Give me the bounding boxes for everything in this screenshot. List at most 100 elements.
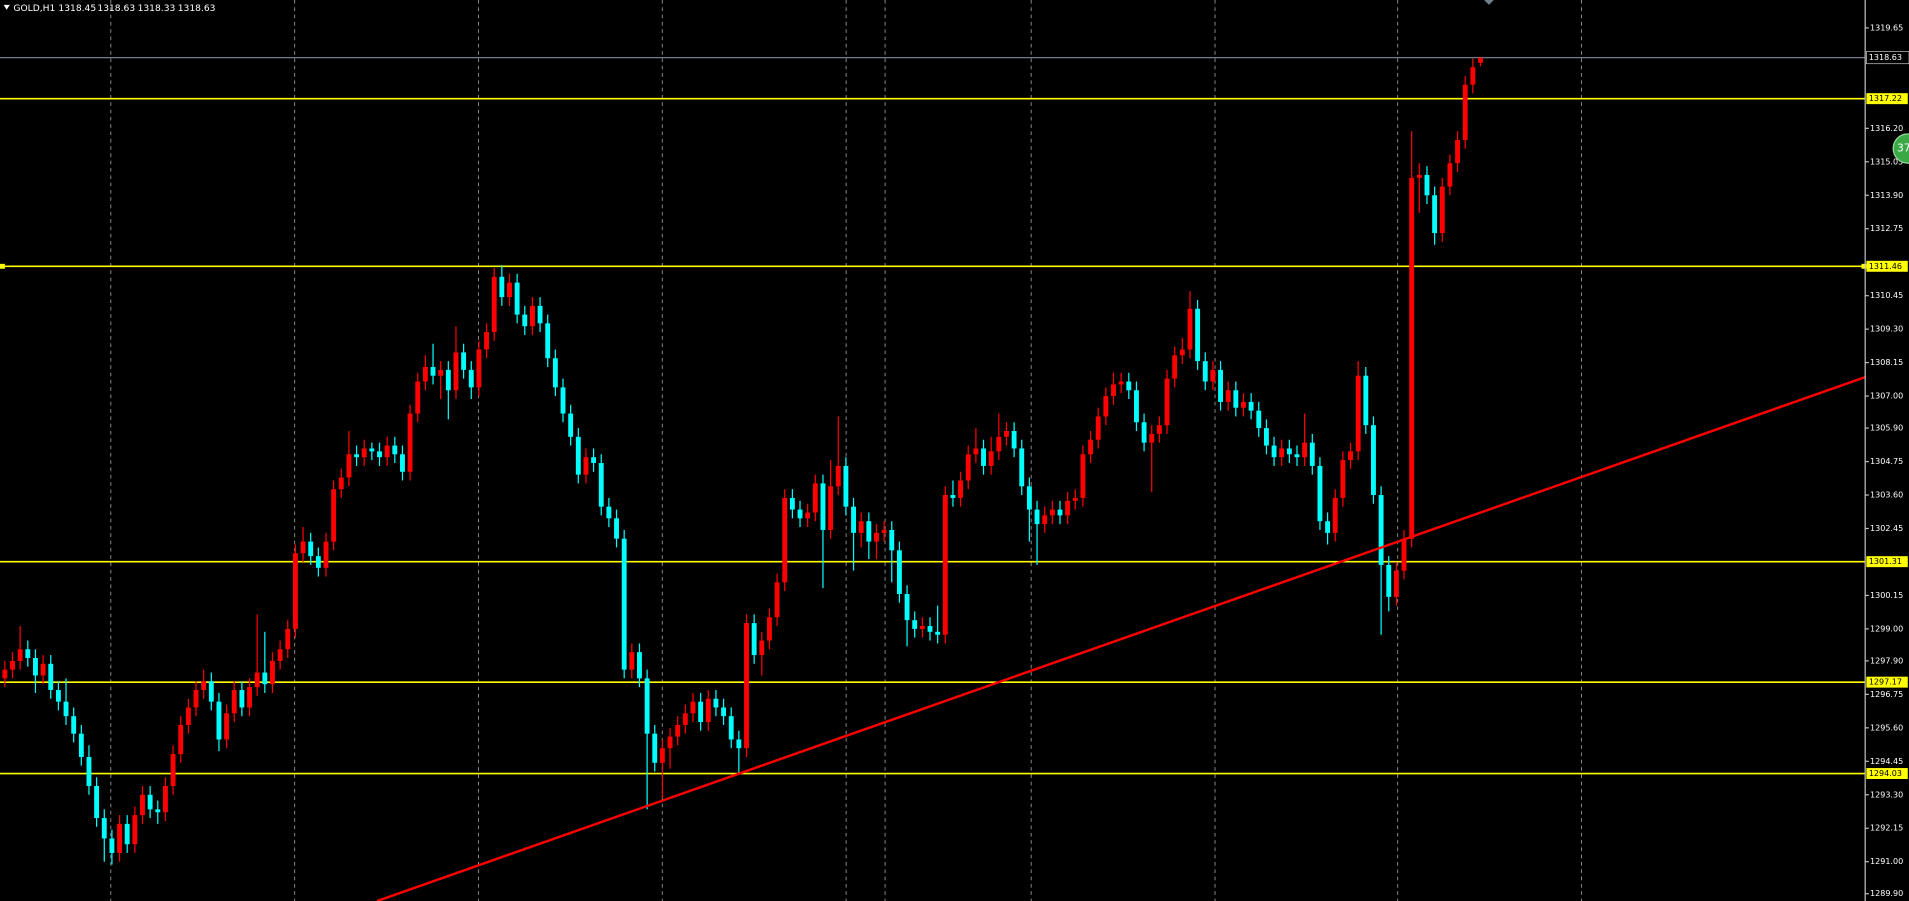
candle-body <box>1248 401 1254 411</box>
candle-body <box>973 448 979 455</box>
candle-body <box>1416 174 1422 178</box>
candle-body <box>881 529 887 533</box>
candle-body <box>369 448 375 452</box>
candle-body <box>354 454 360 458</box>
candle-body <box>958 480 964 498</box>
shift-marker <box>1484 0 1494 5</box>
level-label-box <box>1866 93 1908 105</box>
candle-body <box>1065 500 1071 516</box>
candle-body <box>1332 497 1338 533</box>
candle-body <box>698 701 704 723</box>
candle-body <box>644 678 650 734</box>
y-tick-label: 1303.60 <box>1870 491 1903 500</box>
candle-body <box>560 387 566 414</box>
candle-body <box>637 652 642 679</box>
candle-body <box>178 724 184 755</box>
candle-body <box>1187 308 1193 350</box>
candle-body <box>384 445 390 458</box>
candle-body <box>170 754 176 787</box>
candle-body <box>522 314 528 327</box>
candle-body <box>759 640 765 656</box>
candle-body <box>185 707 191 725</box>
candle-body <box>858 521 864 533</box>
candle-body <box>820 483 826 530</box>
candle-body <box>1026 486 1032 510</box>
candle-body <box>1088 439 1093 455</box>
candle-body <box>812 483 818 513</box>
candle-body <box>659 748 665 763</box>
candle-body <box>162 786 168 813</box>
candle-body <box>1294 454 1300 458</box>
candle-body <box>231 690 237 714</box>
y-tick-label: 1289.90 <box>1870 889 1903 898</box>
candle-body <box>1263 428 1269 446</box>
candle-body <box>1447 163 1453 187</box>
level-label: 1317.22 <box>1869 94 1902 103</box>
candle-body <box>1156 425 1162 434</box>
candle-body <box>851 506 856 533</box>
candle-body <box>445 369 451 391</box>
candle-body <box>292 553 298 629</box>
candle-body <box>1011 431 1017 449</box>
y-tick-label: 1315.05 <box>1870 157 1903 166</box>
candles <box>2 57 1866 901</box>
menu-arrow[interactable] <box>3 4 10 10</box>
level-label-box <box>1866 768 1908 780</box>
candle-body <box>285 628 291 650</box>
candle-body <box>545 323 551 359</box>
candle-body <box>1042 515 1048 525</box>
candle-body <box>583 457 589 475</box>
candle-body <box>308 541 314 557</box>
candle-body <box>1317 465 1323 522</box>
candle-body <box>377 451 382 458</box>
candle-body <box>981 448 986 466</box>
candle-body <box>262 672 268 685</box>
candle-body <box>682 713 688 725</box>
candle-body <box>866 521 872 542</box>
badge-circle[interactable] <box>1892 133 1909 164</box>
candle-body <box>529 305 535 327</box>
candle-body <box>904 593 910 621</box>
candle-body <box>94 786 100 819</box>
y-tick-label: 1316.20 <box>1870 124 1903 133</box>
candle-body <box>942 495 948 635</box>
candle-body <box>147 794 153 810</box>
y-tick-label: 1295.60 <box>1870 723 1903 732</box>
candle-body <box>1241 401 1246 408</box>
y-tick-label: 1310.45 <box>1870 291 1903 300</box>
candle-body <box>507 282 512 298</box>
candle-body <box>835 465 841 487</box>
candle-body <box>927 625 933 632</box>
y-tick-label: 1304.75 <box>1870 457 1903 466</box>
candle-body <box>514 282 520 315</box>
bid-label-box <box>1866 51 1909 65</box>
candle-body <box>537 305 543 324</box>
candle-body <box>109 838 115 853</box>
candle-body <box>140 794 145 816</box>
level-label: 1311.46 <box>1869 262 1902 271</box>
candle-body <box>1095 416 1101 440</box>
y-tick-label: 1309.30 <box>1870 325 1903 334</box>
candle-body <box>86 756 92 787</box>
candle-body <box>889 529 895 551</box>
price-axis <box>1864 0 1869 901</box>
candle-body <box>430 366 436 376</box>
candle-body <box>239 690 245 708</box>
candle-body <box>270 660 275 685</box>
level-handle <box>1861 263 1867 269</box>
candle-body <box>1478 57 1483 63</box>
candle-body <box>874 532 879 542</box>
badge-text: 37 <box>1897 142 1909 155</box>
level-label-box <box>1866 676 1908 688</box>
candle-body <box>1424 174 1430 196</box>
candle-body <box>155 809 161 813</box>
candle-body <box>774 582 780 618</box>
candle-body <box>331 489 337 542</box>
candle-body <box>48 663 54 691</box>
candle-body <box>782 497 788 583</box>
candle-body <box>1432 195 1438 234</box>
candle-body <box>988 451 994 466</box>
y-tick-label: 1319.65 <box>1870 23 1903 32</box>
candle-body <box>338 477 344 490</box>
